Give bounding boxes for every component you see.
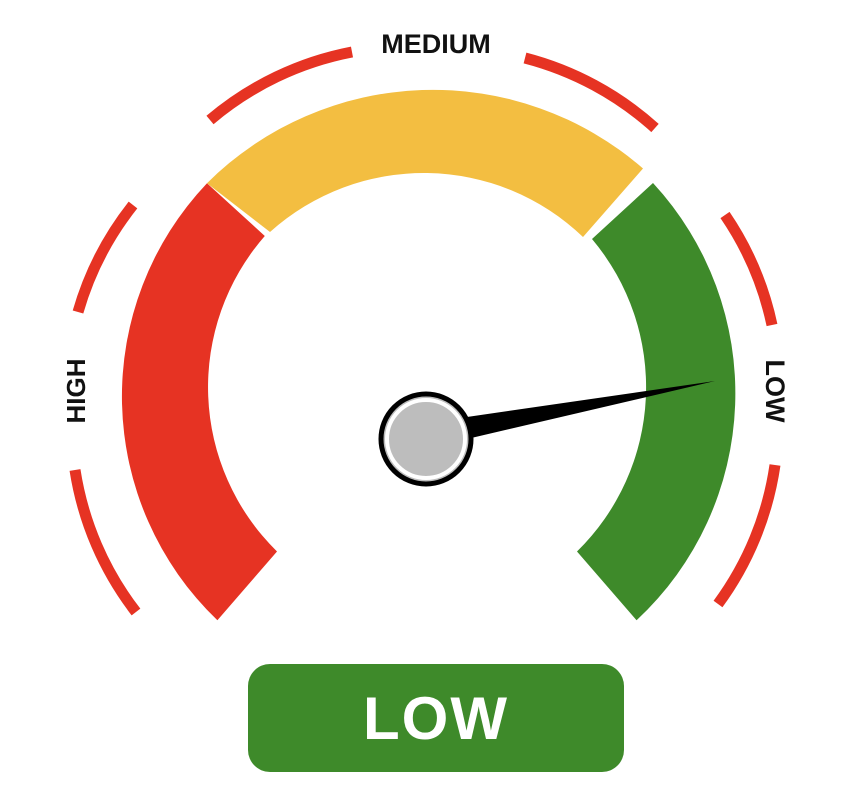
scale-label-high-group: HIGH <box>61 359 91 424</box>
scale-label-low: LOW <box>760 360 790 423</box>
outer-ring-segment-high-lower <box>69 469 141 616</box>
outer-ring-segment-top-left <box>206 46 354 125</box>
gauge-band-medium <box>207 89 643 237</box>
outer-ring-segment-low-upper <box>720 211 778 327</box>
gauge-needle-hub <box>378 391 474 487</box>
outer-tick-ring <box>69 46 781 616</box>
status-text: LOW <box>363 684 509 752</box>
outer-ring-segment-high-upper <box>72 201 138 314</box>
gauge-needle-hub-outline <box>385 398 467 480</box>
gauge-band-low <box>577 183 736 621</box>
scale-label-medium: MEDIUM <box>381 29 491 59</box>
outer-ring-segment-top-right <box>523 52 659 133</box>
scale-label-low-group: LOW <box>760 360 790 423</box>
outer-ring-segment-low-lower <box>713 464 781 608</box>
status-panel: LOW <box>248 664 624 772</box>
gauge-band-high <box>121 183 277 621</box>
scale-label-high: HIGH <box>61 359 91 424</box>
gauge-needle <box>412 381 715 450</box>
